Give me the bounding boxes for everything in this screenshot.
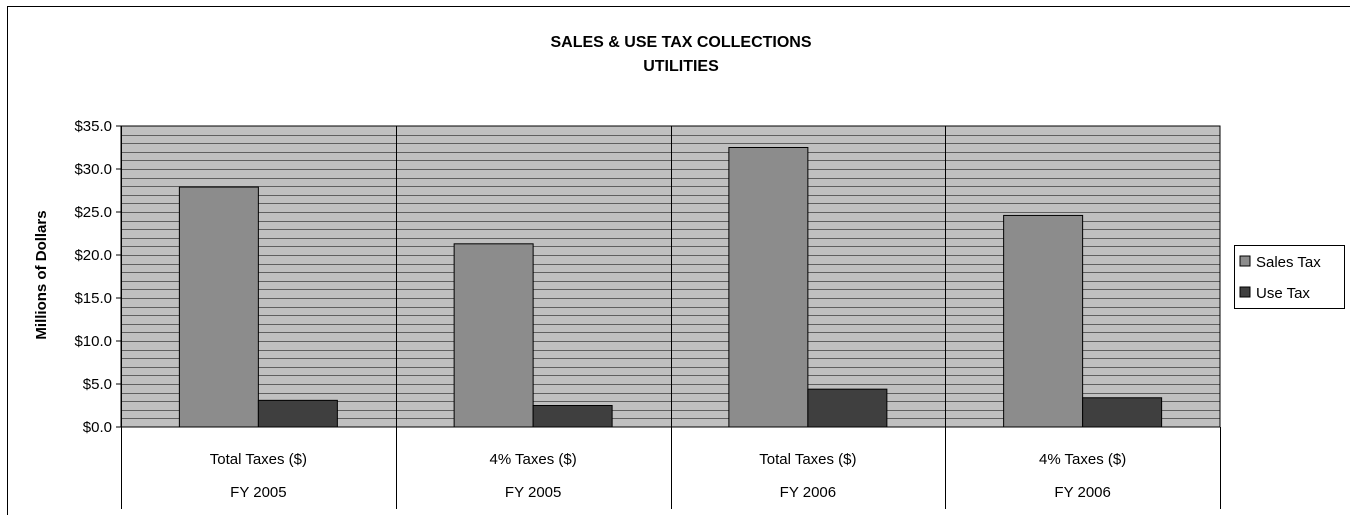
y-tick-label: $25.0 [74, 204, 112, 221]
legend-label: Use Tax [1256, 285, 1310, 302]
y-tick-label: $15.0 [74, 290, 112, 307]
bar-use-tax [257, 399, 338, 428]
bar-sales-tax [453, 243, 534, 428]
legend-swatch [1239, 255, 1251, 267]
x-group-label: FY 2006 [780, 484, 836, 501]
x-category-label: Total Taxes ($) [210, 451, 307, 468]
y-tick-label: $5.0 [83, 376, 112, 393]
bar-use-tax [1082, 397, 1163, 428]
x-group-label: FY 2005 [505, 484, 561, 501]
bar-use-tax [807, 388, 888, 428]
bar-sales-tax [1003, 214, 1084, 428]
legend-label: Sales Tax [1256, 254, 1321, 271]
legend: Sales Tax Use Tax [1234, 245, 1345, 309]
x-category-label: Total Taxes ($) [759, 451, 856, 468]
y-tick-label: $30.0 [74, 161, 112, 178]
bar-sales-tax [178, 186, 259, 428]
x-category-label: 4% Taxes ($) [1039, 451, 1126, 468]
y-tick-label: $10.0 [74, 333, 112, 350]
bar-use-tax [532, 405, 613, 428]
chart-title: SALES & USE TAX COLLECTIONS [550, 34, 811, 51]
x-group-label: FY 2006 [1054, 484, 1110, 501]
y-tick-label: $35.0 [74, 118, 112, 135]
legend-box [1234, 245, 1345, 309]
y-axis-label: Millions of Dollars [33, 210, 50, 339]
chart-subtitle: UTILITIES [643, 58, 719, 75]
y-tick-label: $0.0 [83, 419, 112, 436]
chart-frame [7, 6, 1350, 515]
legend-swatch [1239, 286, 1251, 298]
y-tick-label: $20.0 [74, 247, 112, 264]
x-category-label: 4% Taxes ($) [489, 451, 576, 468]
x-group-label: FY 2005 [230, 484, 286, 501]
bar-sales-tax [728, 147, 809, 428]
